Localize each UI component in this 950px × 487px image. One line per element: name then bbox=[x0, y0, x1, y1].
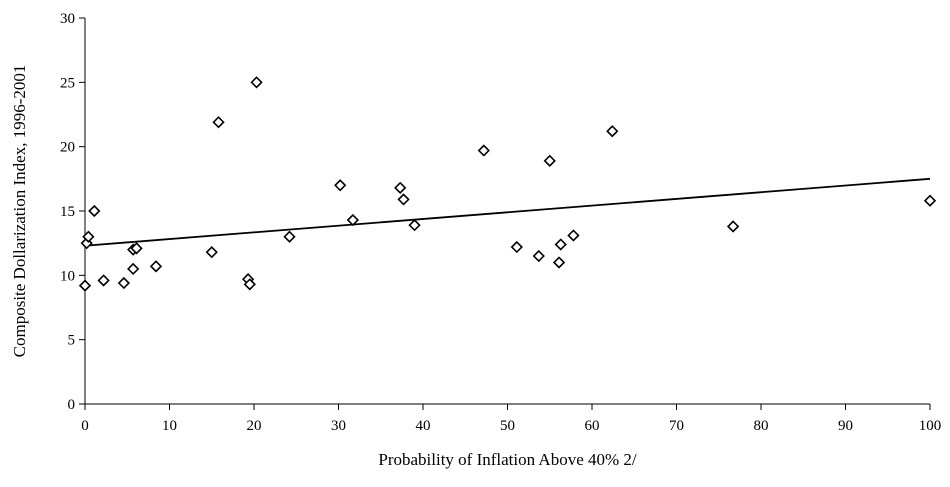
data-point bbox=[532, 249, 545, 263]
x-axis: 0 10 20 30 40 50 60 70 80 90 100 bbox=[81, 403, 942, 434]
x-tick-label: 30 bbox=[331, 418, 346, 434]
x-tick-label: 20 bbox=[247, 418, 262, 434]
data-point bbox=[78, 279, 92, 292]
data-point bbox=[250, 76, 263, 89]
trend-line bbox=[84, 177, 931, 247]
data-point bbox=[510, 240, 523, 254]
data-point bbox=[408, 219, 421, 232]
data-point bbox=[567, 229, 580, 242]
data-point bbox=[552, 256, 566, 269]
data-point bbox=[554, 238, 567, 251]
y-tick-label: 25 bbox=[60, 75, 75, 91]
x-tick-label: 40 bbox=[416, 418, 431, 434]
x-tick-label: 80 bbox=[754, 418, 769, 434]
data-point bbox=[543, 154, 556, 167]
data-point bbox=[606, 125, 619, 138]
data-point bbox=[283, 230, 296, 243]
y-axis-title: Composite Dollarization Index, 1996-2001 bbox=[10, 65, 29, 358]
x-tick-label: 10 bbox=[162, 418, 177, 434]
data-point bbox=[97, 274, 110, 287]
y-tick-label: 5 bbox=[68, 333, 76, 349]
y-tick-label: 20 bbox=[60, 140, 75, 156]
x-tick-label: 50 bbox=[500, 418, 515, 434]
data-point bbox=[243, 278, 256, 291]
trendline-layer bbox=[84, 177, 931, 247]
data-point bbox=[205, 246, 218, 259]
data-point bbox=[346, 213, 359, 227]
data-points-layer bbox=[78, 76, 937, 292]
data-point bbox=[477, 144, 490, 157]
data-point bbox=[88, 204, 101, 218]
data-point bbox=[334, 179, 347, 192]
x-tick-label: 90 bbox=[838, 418, 853, 434]
x-tick-label: 60 bbox=[585, 418, 600, 434]
x-axis-title: Probability of Inflation Above 40% 2/ bbox=[378, 450, 637, 469]
y-tick-label: 0 bbox=[68, 397, 76, 413]
y-tick-label: 15 bbox=[60, 204, 75, 220]
data-point bbox=[212, 116, 225, 129]
data-point bbox=[82, 230, 95, 243]
data-point bbox=[397, 193, 410, 206]
x-tick-label: 0 bbox=[81, 418, 89, 434]
data-point bbox=[130, 242, 143, 255]
data-point bbox=[726, 220, 740, 233]
x-tick-label: 70 bbox=[669, 418, 684, 434]
y-axis: 0 5 10 15 20 25 30 bbox=[60, 11, 86, 413]
data-point bbox=[149, 260, 163, 273]
x-tick-label: 100 bbox=[919, 418, 942, 434]
y-tick-label: 10 bbox=[60, 268, 75, 284]
data-point bbox=[117, 276, 131, 290]
data-point bbox=[127, 262, 140, 276]
data-point bbox=[923, 194, 937, 207]
data-point bbox=[394, 181, 407, 194]
y-tick-label: 30 bbox=[60, 11, 75, 27]
